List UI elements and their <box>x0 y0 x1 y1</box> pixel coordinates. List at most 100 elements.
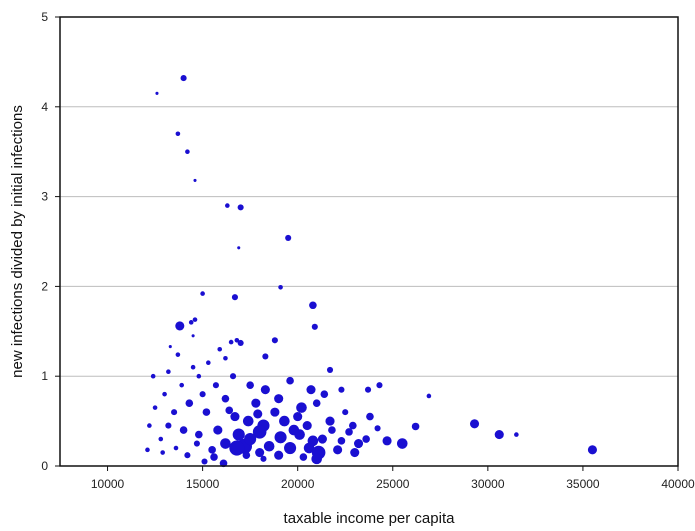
data-point <box>179 426 188 434</box>
data-point <box>309 301 317 310</box>
data-point <box>320 390 329 398</box>
data-point <box>152 405 158 410</box>
data-point <box>185 149 190 154</box>
y-tick-label: 4 <box>41 100 48 114</box>
data-point <box>225 406 234 415</box>
data-point <box>382 436 392 446</box>
data-point <box>374 425 381 432</box>
data-point <box>231 294 238 301</box>
data-point <box>237 339 244 347</box>
x-tick-label: 25000 <box>376 477 410 491</box>
data-point <box>213 425 223 435</box>
data-point <box>293 412 303 422</box>
data-point <box>271 337 278 344</box>
x-axis-ticks: 10000 15000 20000 25000 30000 35000 40000 <box>91 466 695 491</box>
data-point <box>229 440 245 456</box>
data-point <box>274 431 287 444</box>
data-point <box>202 408 211 416</box>
data-point <box>192 317 198 322</box>
data-point <box>237 246 241 250</box>
data-points <box>145 75 597 468</box>
data-point <box>166 369 171 375</box>
data-point <box>362 435 370 443</box>
data-point <box>244 433 257 446</box>
data-point <box>217 346 223 352</box>
gridlines <box>60 106 678 377</box>
data-point <box>350 447 360 458</box>
data-point <box>168 345 172 349</box>
x-axis-label: taxable income per capita <box>284 510 456 527</box>
data-point <box>175 352 181 357</box>
data-point <box>262 353 269 360</box>
data-point <box>263 440 275 452</box>
data-point <box>286 376 294 385</box>
data-point <box>274 394 284 404</box>
data-point <box>191 334 195 338</box>
x-tick-label: 20000 <box>281 477 315 491</box>
data-point <box>220 438 231 449</box>
data-point <box>274 450 284 460</box>
data-point <box>225 203 230 208</box>
data-point <box>260 385 270 395</box>
data-point <box>366 412 374 421</box>
data-point <box>311 323 318 330</box>
y-tick-label: 5 <box>41 10 48 24</box>
data-point <box>234 337 240 343</box>
x-tick-label: 15000 <box>186 477 220 491</box>
data-point <box>349 421 357 430</box>
data-point <box>260 455 267 462</box>
x-tick-label: 40000 <box>661 477 695 491</box>
y-tick-label: 0 <box>41 459 48 473</box>
data-point <box>270 407 280 417</box>
data-point <box>173 445 179 451</box>
data-point <box>229 373 237 380</box>
data-point <box>190 364 196 370</box>
data-point <box>311 453 323 465</box>
data-point <box>302 421 312 431</box>
data-point <box>317 434 327 444</box>
data-point <box>237 204 244 211</box>
data-point <box>193 178 197 182</box>
data-point <box>338 386 345 393</box>
data-point <box>147 423 152 428</box>
data-point <box>312 399 321 407</box>
x-tick-label: 35000 <box>566 477 600 491</box>
data-point <box>307 435 319 447</box>
data-point <box>171 409 178 416</box>
data-point <box>175 321 185 331</box>
data-point <box>179 382 184 388</box>
data-point <box>333 445 343 455</box>
x-tick-label: 30000 <box>471 477 505 491</box>
data-point <box>242 451 251 460</box>
data-point <box>210 453 218 461</box>
data-point <box>165 422 172 429</box>
y-axis-ticks: 0 1 2 3 4 5 <box>41 10 60 473</box>
y-tick-label: 3 <box>41 190 48 204</box>
data-point <box>285 234 292 241</box>
data-point <box>196 373 202 379</box>
data-point <box>587 445 597 455</box>
data-point <box>514 432 519 437</box>
y-tick-label: 1 <box>41 369 48 383</box>
data-point <box>328 426 336 434</box>
data-point <box>255 447 265 458</box>
data-point <box>208 446 216 454</box>
data-point <box>180 75 187 82</box>
data-point <box>184 452 191 459</box>
data-point <box>278 284 283 290</box>
data-point <box>252 425 267 439</box>
data-point <box>246 381 254 389</box>
data-point <box>195 430 203 439</box>
data-point <box>150 373 156 379</box>
data-point <box>325 416 335 426</box>
data-point <box>200 291 205 296</box>
data-point <box>337 437 346 445</box>
data-point <box>206 360 211 366</box>
data-point <box>469 419 480 429</box>
data-point <box>212 382 219 389</box>
data-point <box>221 394 230 403</box>
data-point <box>353 439 364 449</box>
data-point <box>251 398 261 408</box>
